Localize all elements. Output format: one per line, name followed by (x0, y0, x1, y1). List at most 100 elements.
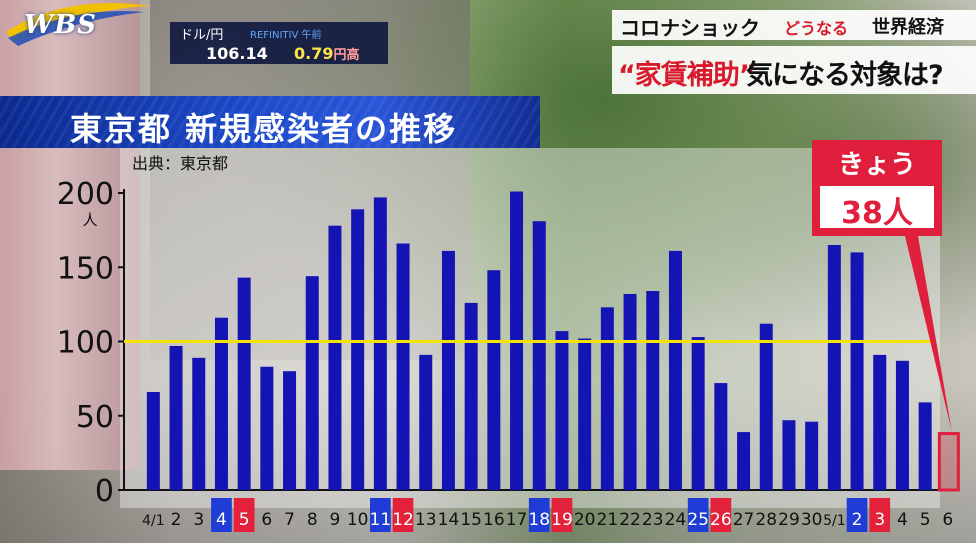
topic-headline-red: “家賃補助” (618, 60, 756, 91)
ticker-change: 0.79円高 (294, 44, 360, 63)
logo-text: WBS (24, 10, 97, 40)
y-tick-label: 100 (57, 326, 114, 361)
x-tick-label: 4 (897, 510, 908, 530)
chart-panel (120, 148, 940, 508)
x-tick-label: 7 (284, 510, 295, 530)
x-label-highlight (869, 498, 891, 532)
bar (691, 337, 705, 490)
x-tick-label: 6 (942, 510, 953, 530)
bar (805, 421, 819, 490)
bar (419, 354, 433, 490)
topic-series-name: コロナショック (620, 16, 760, 40)
bar (759, 323, 773, 490)
bar (873, 354, 887, 490)
x-tick-label: 13 (415, 510, 437, 530)
bar (646, 291, 660, 490)
x-tick-label: 4 (216, 510, 227, 530)
x-tick-label: 14 (438, 510, 460, 530)
x-tick-label: 11 (370, 510, 392, 530)
bar (396, 243, 410, 490)
x-tick-label: 5 (920, 510, 931, 530)
bar (260, 366, 274, 490)
today-callout: きょう 38人 (812, 140, 942, 236)
x-tick-label: 15 (460, 510, 482, 530)
bar (351, 209, 365, 490)
today-label: きょう (837, 150, 916, 180)
x-tick-label: 17 (506, 510, 528, 530)
ticker-subtitle: REFINITIV 午前 (250, 30, 322, 41)
x-tick-label: 22 (619, 510, 641, 530)
x-tick-label: 20 (574, 510, 596, 530)
x-tick-label: 16 (483, 510, 505, 530)
y-tick-label: 200 (57, 177, 114, 212)
bar (714, 383, 728, 490)
bar (895, 360, 909, 490)
bar (918, 402, 932, 490)
bar (237, 277, 251, 490)
y-tick-label: 150 (57, 251, 114, 286)
topic-series-bar: コロナショック どうなる 世界経済 (612, 10, 976, 40)
x-label-highlight (233, 498, 255, 532)
topic-headline-black: 気になる対象は? (746, 60, 944, 91)
bar (578, 338, 592, 490)
x-tick-label: 2 (171, 510, 182, 530)
x-label-highlight (551, 498, 573, 532)
x-label-highlight (846, 498, 868, 532)
chart-title: 東京都 新規感染者の推移 (70, 110, 458, 148)
x-tick-label: 28 (755, 510, 777, 530)
bar (192, 357, 206, 490)
x-tick-label: 29 (778, 510, 800, 530)
today-value-box (820, 186, 934, 228)
bar (328, 225, 342, 491)
ticker-label: ドル/円 (180, 28, 224, 43)
x-label-highlight (392, 498, 414, 532)
bar (600, 307, 614, 490)
x-tick-label: 30 (801, 510, 823, 530)
logo-swoosh-icon (6, 3, 152, 46)
x-tick-label: 21 (597, 510, 619, 530)
wbs-logo: WBS (4, 2, 154, 46)
x-tick-label: 4/1 (142, 513, 165, 529)
chart-source: 出典：東京都 (132, 154, 229, 173)
background-pillar (0, 0, 140, 470)
y-tick-label: 50 (76, 400, 114, 435)
bar (146, 391, 160, 490)
x-tick-label: 5 (239, 510, 250, 530)
x-tick-label: 18 (528, 510, 550, 530)
x-label-highlight (710, 498, 732, 532)
x-tick-label: 19 (551, 510, 573, 530)
x-tick-label: 6 (261, 510, 272, 530)
x-label-highlight (528, 498, 550, 532)
currency-ticker: ドル/円 REFINITIV 午前 106.14 0.79円高 (170, 22, 388, 64)
x-tick-label: 3 (874, 510, 885, 530)
topic-subtitle-black: 世界経済 (872, 17, 944, 38)
bar (305, 276, 319, 490)
bar (668, 250, 682, 490)
today-value: 38人 (841, 196, 913, 231)
x-tick-label: 2 (852, 510, 863, 530)
ticker-change-value: 0.79 (294, 44, 334, 63)
x-label-highlight (370, 498, 391, 532)
chart-title-band (0, 96, 540, 148)
x-tick-label: 24 (665, 510, 687, 530)
today-pointer (905, 236, 952, 432)
bar (532, 221, 546, 490)
topic-headline-bar: “家賃補助” 気になる対象は? (612, 46, 976, 94)
bar (782, 420, 796, 490)
x-tick-label: 3 (193, 510, 204, 530)
y-tick-label: 0 (95, 474, 114, 509)
x-tick-label: 5/1 (823, 513, 846, 529)
x-tick-label: 25 (687, 510, 709, 530)
topic-subtitle-red: どうなる (784, 19, 849, 38)
ticker-rate: 106.14 (206, 44, 268, 63)
ticker-change-suffix: 円高 (333, 48, 360, 63)
bar (373, 197, 387, 490)
bar (464, 302, 478, 490)
x-tick-label: 10 (347, 510, 369, 530)
x-label-highlight (211, 498, 232, 532)
bar (283, 371, 297, 490)
bar (441, 250, 455, 490)
x-tick-label: 9 (330, 510, 341, 530)
x-tick-label: 12 (392, 510, 414, 530)
